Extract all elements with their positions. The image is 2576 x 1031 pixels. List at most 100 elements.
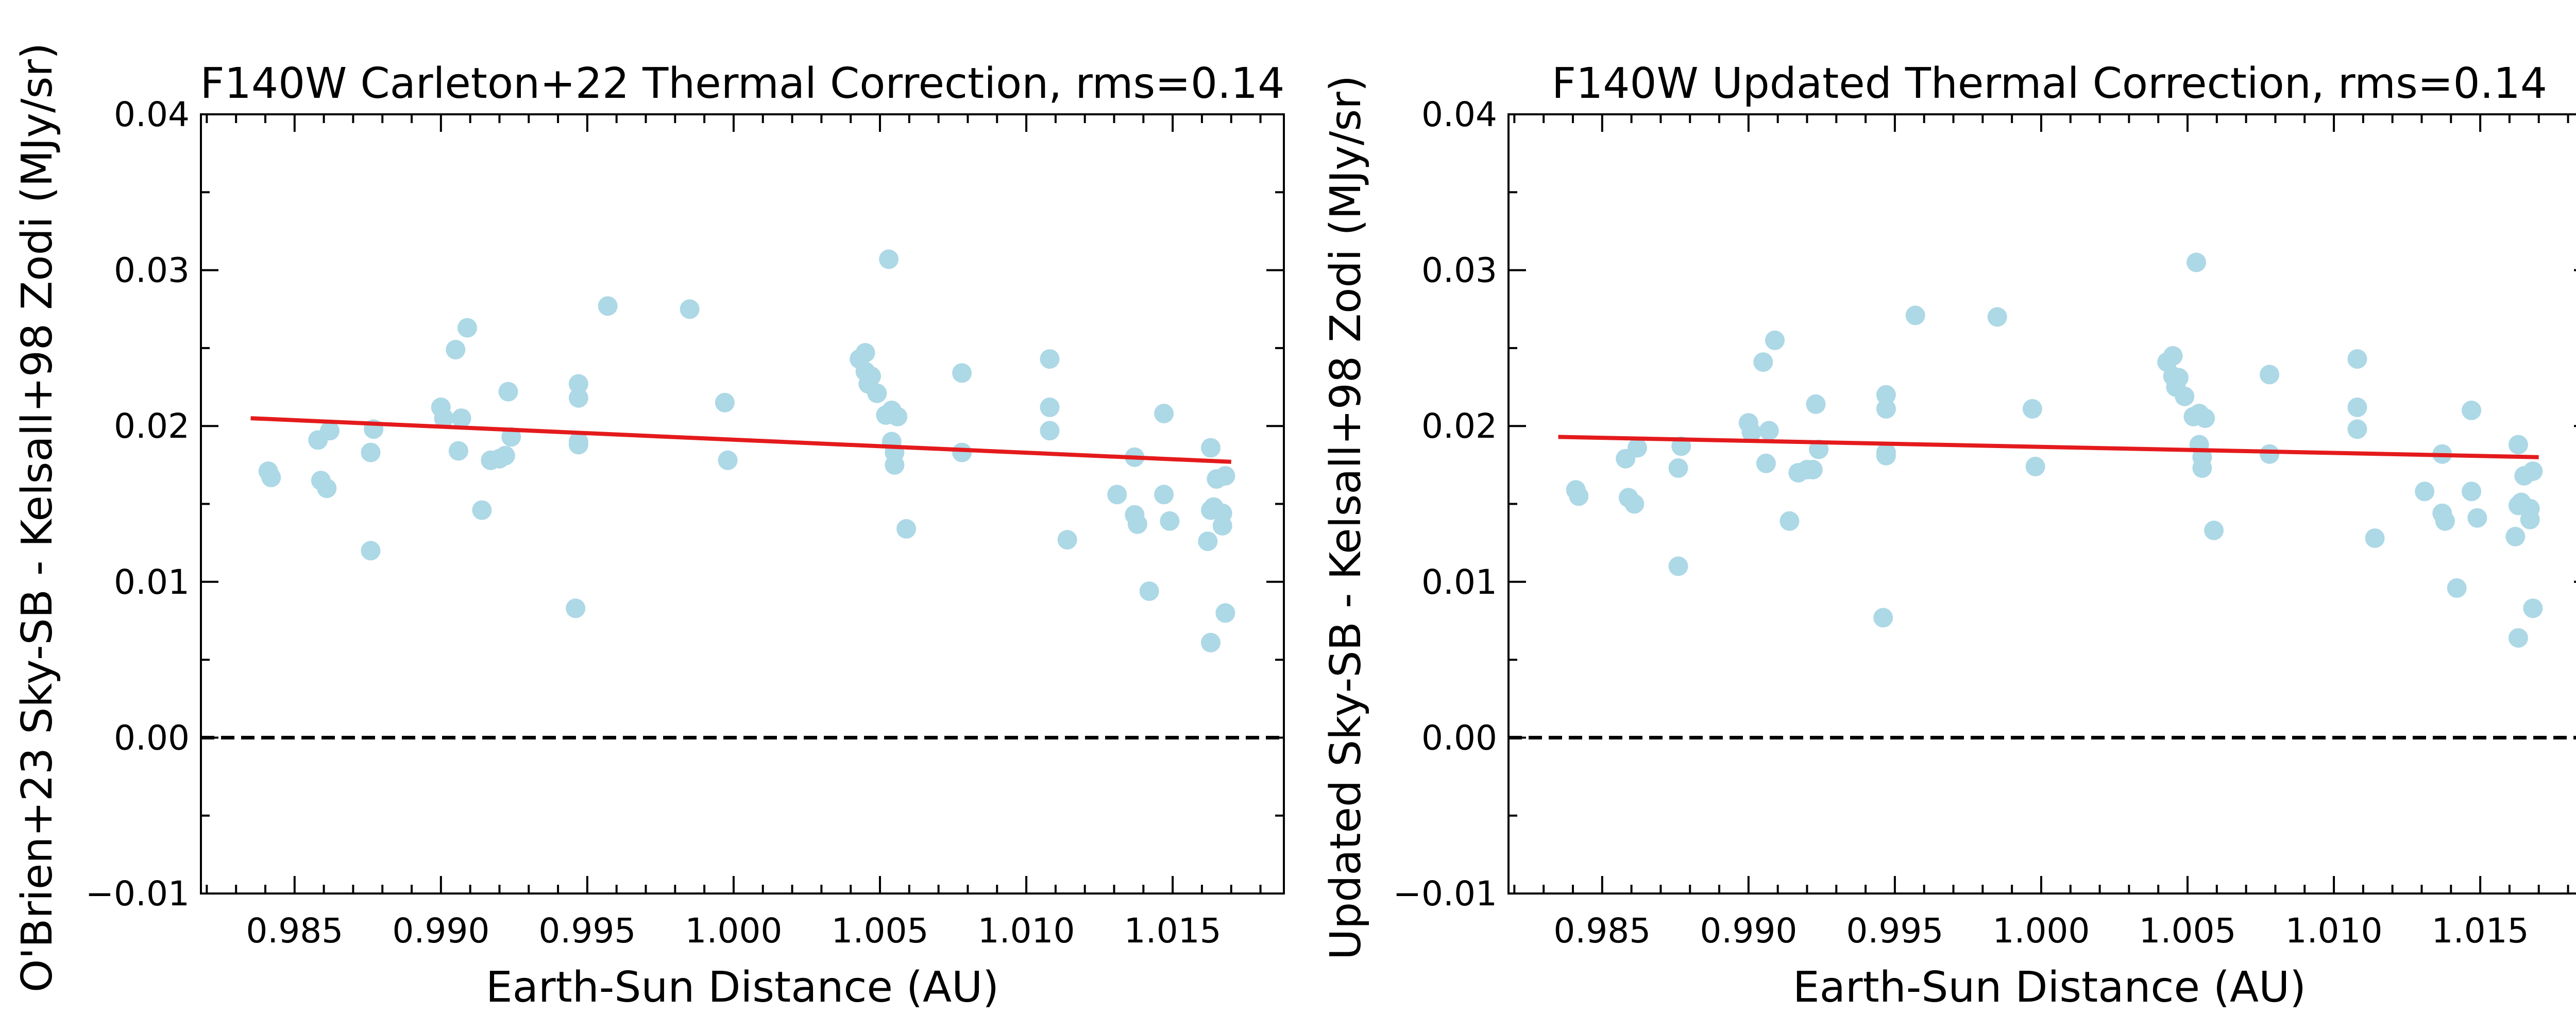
right-data-point	[2347, 349, 2367, 369]
left-data-point	[718, 450, 738, 470]
left-data-point	[1040, 397, 1060, 417]
left-data-point	[680, 299, 700, 319]
right-data-point	[2347, 397, 2367, 417]
right-x-tick-label: 0.995	[1846, 911, 1943, 951]
right-x-tick-label: 1.010	[2285, 911, 2383, 951]
left-data-point	[568, 388, 588, 408]
right-data-point	[2520, 509, 2540, 529]
right-data-point	[1873, 608, 1893, 628]
right-y-tick-label: 0.01	[1421, 562, 1497, 602]
right-data-point	[1668, 556, 1688, 576]
left-data-point	[888, 407, 908, 426]
right-y-tick-label: 0.04	[1421, 95, 1497, 134]
right-x-tick-label: 0.990	[1700, 911, 1797, 951]
left-data-point	[1198, 531, 1218, 552]
right-y-tick-label: 0.00	[1421, 718, 1497, 758]
right-data-point	[1765, 330, 1785, 350]
right-data-point	[2365, 528, 2385, 548]
left-x-tick-label: 1.005	[832, 911, 929, 951]
right-data-point	[1780, 511, 1800, 531]
right-data-point	[2523, 461, 2543, 481]
right-data-point	[2467, 508, 2487, 528]
right-data-point	[2163, 346, 2183, 366]
left-data-point	[1212, 516, 1232, 536]
left-data-point	[568, 432, 588, 452]
left-chart-plot-area: 0.985 0.990 0.995 1.000 1.005 1.010 1.015 −0.01…	[86, 95, 1285, 951]
right-data-point	[2169, 368, 2189, 388]
right-data-point	[2187, 252, 2207, 272]
right-data-point	[1806, 394, 1826, 414]
left-data-point	[861, 366, 881, 386]
right-data-point	[1876, 442, 1896, 462]
left-data-point	[1107, 485, 1127, 505]
left-y-tick-label: 0.01	[114, 562, 190, 602]
left-data-point	[1127, 514, 1147, 534]
right-data-point	[2204, 520, 2224, 540]
right-data-point	[2462, 482, 2482, 502]
right-x-tick-label: 1.015	[2432, 911, 2529, 951]
left-data-point	[1215, 603, 1235, 623]
left-y-tick-label: 0.00	[114, 718, 190, 758]
right-chart-plot-area: 0.985 0.990 0.995 1.000 1.005 1.010 1.015 −0.01…	[1393, 95, 2576, 951]
right-chart-x-axis-label: Earth-Sun Distance (AU)	[1793, 963, 2306, 1012]
left-data-point	[457, 318, 477, 338]
left-x-tick-label: 0.985	[246, 911, 343, 951]
right-data-point	[1876, 385, 1896, 405]
left-data-point	[1154, 485, 1174, 505]
left-data-point	[1057, 530, 1077, 550]
left-data-point	[855, 343, 875, 363]
right-data-point	[2175, 386, 2195, 406]
right-data-point	[1759, 421, 1779, 441]
left-x-tick-label: 0.995	[538, 911, 636, 951]
left-data-point	[1154, 404, 1174, 423]
right-data-point	[1905, 305, 1925, 325]
right-data-point	[2462, 400, 2482, 420]
left-data-point	[1040, 349, 1060, 369]
left-data-point	[952, 363, 972, 383]
left-data-point	[361, 442, 381, 462]
right-chart-panel: F140W Updated Thermal Correction, rms=0.…	[1321, 59, 2576, 1012]
right-y-tick-label: 0.02	[1421, 406, 1497, 446]
left-data-point	[1040, 421, 1060, 441]
right-data-point	[1668, 458, 1688, 478]
right-chart-title: F140W Updated Thermal Correction, rms=0.…	[1552, 59, 2547, 108]
left-data-point	[896, 519, 917, 539]
left-data-point	[446, 339, 466, 359]
right-y-tick-label: −0.01	[1393, 874, 1497, 914]
right-data-point	[2022, 399, 2042, 419]
right-chart-y-axis-label: Updated Sky-SB - Kelsall+98 Zodi (MJy/sr…	[1321, 75, 1370, 960]
left-data-point	[1201, 438, 1221, 458]
left-data-point	[568, 374, 588, 394]
left-y-tick-label: 0.02	[114, 406, 190, 446]
left-data-point	[495, 445, 515, 466]
left-data-point	[451, 408, 471, 428]
right-data-point	[2509, 435, 2528, 455]
right-data-point	[2195, 408, 2215, 428]
right-data-point	[1569, 486, 1589, 506]
left-data-point	[952, 442, 972, 462]
left-data-point	[261, 468, 281, 488]
right-data-point	[1803, 459, 1823, 479]
left-x-tick-label: 1.010	[978, 911, 1075, 951]
left-data-point	[1160, 511, 1180, 531]
right-fit-line	[1558, 435, 2539, 459]
left-fit-line	[250, 416, 1231, 464]
right-x-tick-label: 1.005	[2139, 911, 2236, 951]
left-data-point	[715, 392, 735, 413]
right-data-point	[2260, 444, 2280, 464]
left-data-point	[1215, 466, 1235, 486]
right-data-point	[1876, 399, 1896, 419]
left-x-tick-label: 0.990	[392, 911, 489, 951]
left-x-tick-label: 1.015	[1124, 911, 1222, 951]
right-data-point	[2523, 598, 2543, 618]
right-data-point	[2192, 458, 2212, 478]
right-x-tick-label: 0.985	[1553, 911, 1651, 951]
right-data-point	[1987, 307, 2007, 327]
right-data-point	[2505, 527, 2526, 546]
right-data-point	[1753, 352, 1773, 372]
left-data-point	[867, 383, 887, 403]
left-data-point	[566, 598, 586, 618]
left-data-point	[498, 382, 518, 402]
right-data-point	[2347, 419, 2367, 439]
